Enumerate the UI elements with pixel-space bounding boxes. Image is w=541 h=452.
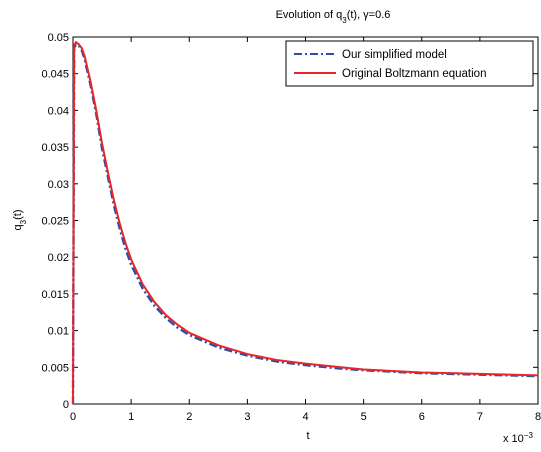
x-tick-label: 6 [419, 411, 425, 423]
y-axis-label-sub: 3 [19, 219, 28, 224]
x-tick-label: 3 [244, 411, 250, 423]
x-axis-exponent: x 10−3 [503, 431, 533, 446]
x-tick-label: 2 [186, 411, 192, 423]
x-axis-label: t [306, 430, 309, 442]
y-tick-label: 0 [63, 399, 69, 411]
chart-title-main: Evolution of q [276, 9, 343, 21]
series-line-simplified [71, 43, 539, 405]
x-axis-exponent-power: −3 [524, 431, 534, 440]
y-tick-label: 0.015 [41, 289, 69, 301]
y-axis: 0 0.005 0.01 0.015 0.02 0.025 0.03 0.035 0.04 0.0… [41, 32, 538, 411]
x-axis-exponent-base: x 10 [503, 433, 524, 445]
x-tick-label: 0 [70, 411, 76, 423]
y-axis-label-suffix: (t) [12, 210, 24, 220]
y-tick-label: 0.03 [48, 179, 69, 191]
legend-box [285, 40, 534, 87]
y-tick-label: 0.01 [48, 326, 69, 338]
legend-label-boltzmann: Original Boltzmann equation [342, 68, 486, 80]
x-tick-label: 7 [477, 411, 483, 423]
y-axis-label: q3(t) [12, 210, 28, 231]
y-tick-label: 0.005 [41, 362, 69, 374]
x-tick-label: 4 [302, 411, 308, 423]
y-axis-label-main: q [12, 224, 24, 230]
y-tick-label: 0.02 [48, 252, 69, 264]
y-tick-label: 0.025 [41, 216, 69, 228]
x-tick-label: 5 [361, 411, 367, 423]
legend-label-simplified: Our simplified model [342, 49, 447, 61]
y-tick-label: 0.05 [48, 32, 69, 44]
chart-title-suffix: (t), γ=0.6 [347, 9, 391, 21]
series-layer [71, 41, 539, 405]
y-tick-label: 0.045 [41, 69, 69, 81]
y-tick-label: 0.035 [41, 142, 69, 154]
y-tick-label: 0.04 [48, 105, 69, 117]
legend: Our simplified model Original Boltzmann … [285, 40, 534, 87]
x-tick-label: 1 [128, 411, 134, 423]
x-axis: 0 1 2 3 4 5 6 7 8 [70, 37, 541, 423]
series-line-boltzmann [72, 41, 539, 405]
chart-title: Evolution of q3(t), γ=0.6 [276, 9, 391, 25]
x-tick-label: 8 [535, 411, 541, 423]
chart-title-sub: 3 [342, 16, 347, 25]
